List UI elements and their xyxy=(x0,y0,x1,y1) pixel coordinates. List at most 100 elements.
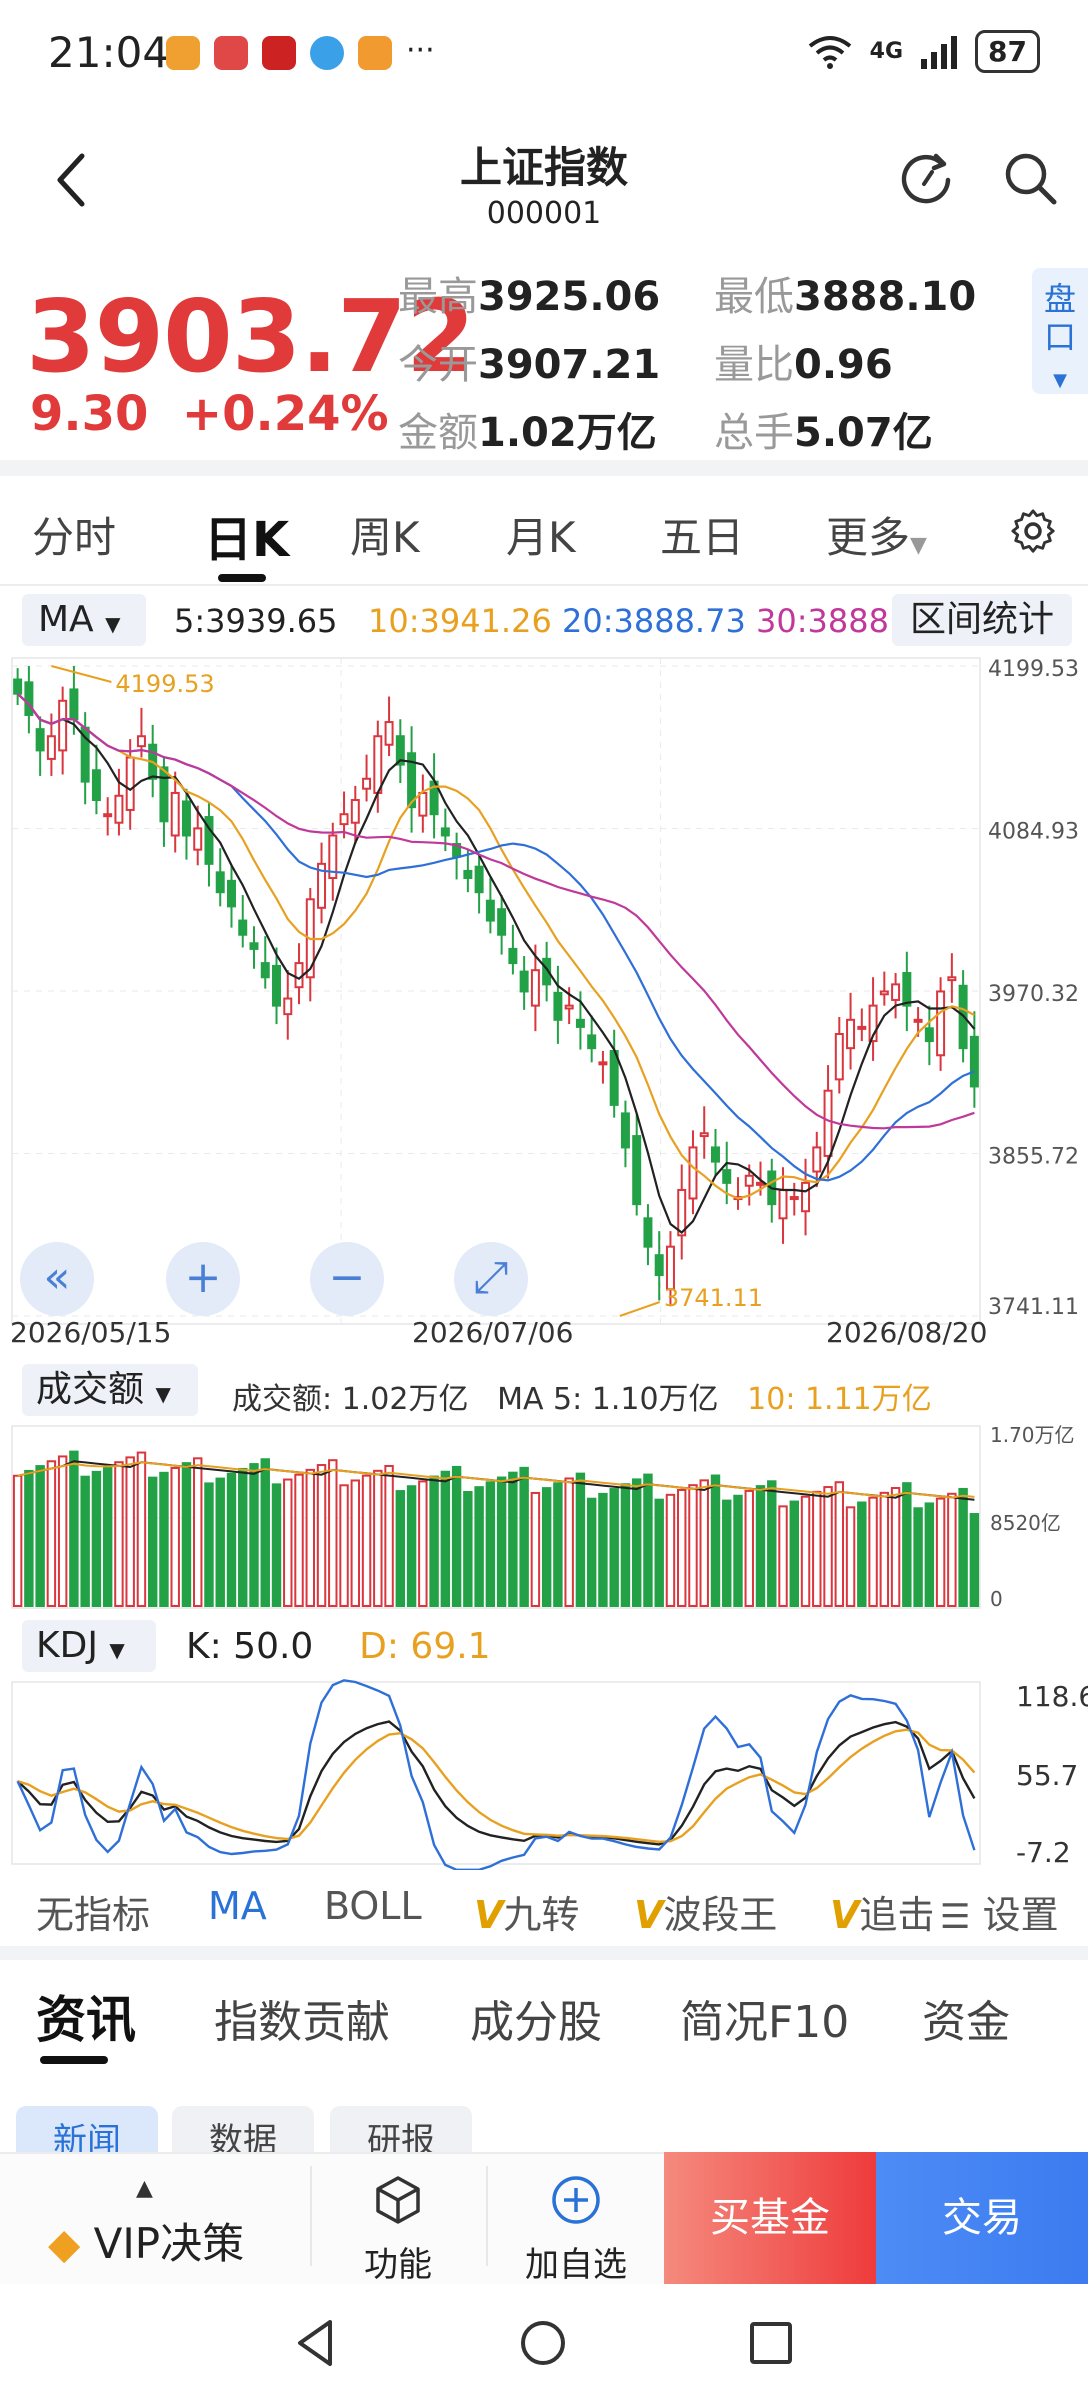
volume-chart: 1.70万亿 8520亿 0 xyxy=(11,1423,1075,1611)
candle-body xyxy=(598,1061,608,1066)
kdj-k: K: 50.0 xyxy=(186,1626,314,1667)
tab-intraday[interactable]: 分时 xyxy=(32,513,117,562)
function-label: 功能 xyxy=(364,2245,432,2285)
volume-bar xyxy=(384,1464,394,1607)
order-book-button[interactable]: 盘口 ▼ xyxy=(1032,268,1088,394)
tab-profile-f10[interactable]: 简况F10 xyxy=(680,1997,850,2048)
annotation-line xyxy=(51,665,112,683)
vip-decision-button[interactable]: ◆ VIP决策 xyxy=(48,2210,244,2271)
tab-daily-k[interactable]: 日K xyxy=(204,512,290,568)
candle-body xyxy=(103,813,113,818)
indicator-ma[interactable]: MA xyxy=(208,1884,267,1928)
tab-five-day[interactable]: 五日 xyxy=(660,513,745,562)
candle-body xyxy=(868,1004,878,1043)
tab-more[interactable]: 更多▼ xyxy=(826,504,927,565)
volume-bar xyxy=(328,1459,338,1607)
kdj-selector[interactable]: KDJ ▼ xyxy=(22,1620,156,1672)
candle-body xyxy=(542,957,552,986)
gear-icon[interactable] xyxy=(1010,508,1056,554)
volume-bar xyxy=(418,1480,428,1607)
volume-values: 成交额: 1.02万亿 MA 5: 1.10万亿 10: 1.11万亿 xyxy=(232,1374,932,1418)
tab-weekly-k[interactable]: 周K xyxy=(350,513,420,562)
candle-body xyxy=(688,1146,698,1200)
add-watchlist-label: 加自选 xyxy=(525,2245,627,2285)
range-stat-button[interactable]: 区间统计 xyxy=(892,594,1072,646)
ma-selector[interactable]: MA ▼ xyxy=(22,594,146,646)
kdj-y-tick: 55.7 xyxy=(1016,1759,1078,1792)
tab-index-contribution[interactable]: 指数贡献 xyxy=(214,1997,390,2048)
back-arrow-icon[interactable] xyxy=(52,150,92,210)
candle-body xyxy=(418,791,428,817)
tab-constituents[interactable]: 成分股 xyxy=(470,1997,602,2048)
volume-bar xyxy=(823,1486,833,1607)
volume-bar xyxy=(80,1475,90,1607)
kdj-y-tick: -7.2 xyxy=(1016,1836,1071,1869)
volume-bar xyxy=(283,1478,293,1607)
tab-capital[interactable]: 资金 xyxy=(922,1997,1010,2048)
low-annotation: 3741.11 xyxy=(664,1284,763,1312)
trade-button[interactable]: 交易 xyxy=(876,2152,1088,2284)
volume-bar xyxy=(857,1501,867,1607)
fullscreen-button[interactable]: ⤢ xyxy=(454,1242,528,1316)
volume-bar xyxy=(215,1477,225,1608)
volume-bar xyxy=(643,1473,653,1607)
volume-bar xyxy=(226,1472,237,1607)
candle-body xyxy=(260,962,270,979)
indicator-settings[interactable]: ☰ 设置 xyxy=(936,1884,1059,1939)
candle-body xyxy=(181,800,191,837)
volume-bar xyxy=(440,1470,451,1607)
volume-selector[interactable]: 成交额 ▼ xyxy=(22,1364,198,1416)
refresh-icon[interactable] xyxy=(898,150,954,206)
change-percent: +0.24% xyxy=(181,386,389,442)
zoom-out-button[interactable]: − xyxy=(310,1242,384,1316)
candlestick-chart[interactable]: 4199.53 4084.93 3970.32 3855.72 3741.11 4199.… xyxy=(0,652,1088,1352)
tab-monthly-k[interactable]: 月K xyxy=(506,513,576,562)
indicator-boll[interactable]: BOLL xyxy=(324,1884,422,1928)
candle-body xyxy=(902,972,912,1007)
status-time: 21:04 xyxy=(48,28,170,77)
indicator-chase[interactable]: V追击 xyxy=(830,1884,932,1939)
volume-bar xyxy=(677,1489,687,1607)
volume-bar xyxy=(125,1456,135,1607)
volume-bar xyxy=(913,1507,923,1607)
add-watchlist-button[interactable]: 加自选 xyxy=(516,2172,636,2286)
candle-body xyxy=(35,728,45,752)
candle-body xyxy=(474,865,484,894)
candle-body xyxy=(91,769,101,802)
kdj-k-line xyxy=(16,1720,976,1846)
indicator-wave-king[interactable]: V波段王 xyxy=(634,1884,777,1939)
candle-body xyxy=(24,681,34,716)
y-tick-label: 3741.11 xyxy=(988,1295,1079,1320)
nav-back-icon[interactable] xyxy=(294,2318,338,2368)
volume-bar xyxy=(744,1489,754,1607)
search-icon[interactable] xyxy=(1002,150,1058,206)
candle-body xyxy=(395,735,405,766)
buy-fund-button[interactable]: 买基金 xyxy=(664,2152,876,2284)
volume-bar xyxy=(868,1496,878,1607)
nav-recents-icon[interactable] xyxy=(748,2320,794,2366)
indicator-none[interactable]: 无指标 xyxy=(36,1893,151,1937)
nav-home-icon[interactable] xyxy=(518,2318,568,2368)
ma-values: 5:3939.65 10:3941.26 20:3888.73 30:3888.… xyxy=(174,602,940,640)
zoom-in-button[interactable]: + xyxy=(166,1242,240,1316)
function-button[interactable]: 功能 xyxy=(348,2172,448,2286)
volume-bar xyxy=(575,1472,586,1608)
volume-bar xyxy=(530,1491,541,1607)
volume-bar xyxy=(69,1450,79,1608)
app-icon-3 xyxy=(262,36,296,70)
volume-bar xyxy=(665,1493,676,1607)
indicator-nine-turn[interactable]: V九转 xyxy=(474,1884,579,1939)
tab-news-info[interactable]: 资讯 xyxy=(36,1991,136,2049)
candle-body xyxy=(328,834,338,880)
candle-body xyxy=(575,1018,585,1028)
candle-body xyxy=(519,970,529,993)
y-tick-label: 3970.32 xyxy=(988,982,1079,1007)
candle-body xyxy=(936,990,946,1057)
status-app-icons: ··· xyxy=(166,36,435,70)
kdj-chart: 118.6 55.7 -7.2 xyxy=(11,1679,1088,1870)
stat-total-hands: 总手5.07亿 xyxy=(714,410,933,456)
candle-body xyxy=(530,969,540,1007)
candle-body xyxy=(823,1089,833,1157)
scroll-left-button[interactable]: « xyxy=(20,1242,94,1316)
caret-down-icon: ▼ xyxy=(105,612,121,636)
